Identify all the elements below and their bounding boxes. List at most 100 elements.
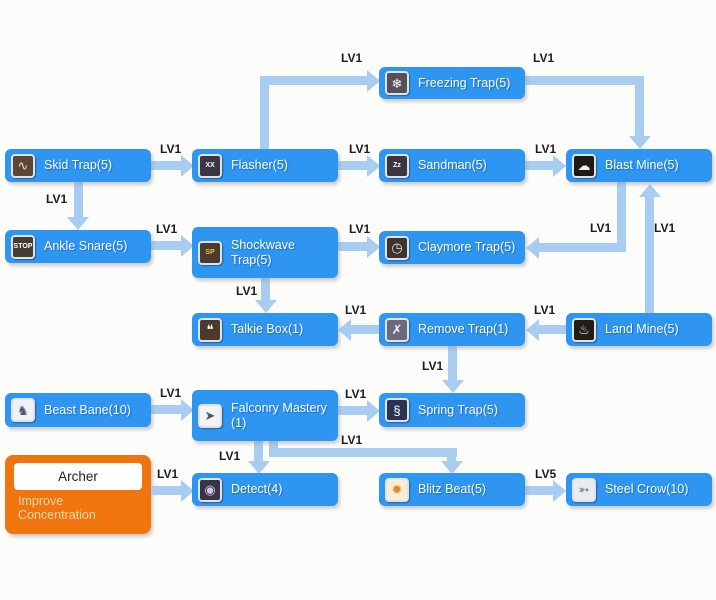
edge-archer-class-detect-level-label: LV1 — [157, 467, 179, 481]
skill-node-steel-crow[interactable]: ➳ Steel Crow(10) — [566, 473, 712, 506]
skill-node-label: Ankle Snare(5) — [44, 239, 128, 253]
improve-concentration-label: Improve Concentration — [18, 494, 96, 522]
skill-node-claymore-trap[interactable]: ◷ Claymore Trap(5) — [379, 231, 525, 264]
edge-land-mine-blast-mine-level-label: LV1 — [654, 221, 676, 235]
edge-remove-trap-spring-trap-arrowhead — [442, 380, 464, 393]
edge-falconry-mastery-spring-trap-level-label: LV1 — [345, 387, 367, 401]
skill-node-ankle-snare[interactable]: STOP Ankle Snare(5) — [5, 230, 151, 263]
edge-flasher-freezing-trap-level-label: LV1 — [341, 51, 363, 65]
edge-flasher-sandman-arrowhead — [367, 155, 380, 177]
skill-node-falconry-mastery[interactable]: ➤ Falconry Mastery (1) — [192, 390, 338, 441]
edge-skid-trap-ankle-snare-arrowhead — [67, 217, 89, 230]
edge-land-mine-remove-trap-arrowhead — [526, 319, 539, 341]
edge-beast-bane-falconry-mastery-segment — [151, 405, 182, 414]
skill-node-label: Falconry Mastery (1) — [231, 400, 327, 430]
edge-land-mine-blast-mine-segment — [645, 196, 654, 313]
edge-ankle-snare-shockwave-trap-arrowhead — [181, 235, 194, 257]
edge-archer-class-detect-arrowhead — [181, 480, 194, 502]
skill-node-spring-trap[interactable]: § Spring Trap(5) — [379, 393, 525, 427]
edge-remove-trap-talkie-box-segment — [350, 325, 380, 334]
edge-remove-trap-spring-trap-level-label: LV1 — [422, 359, 444, 373]
skill-node-label: Land Mine(5) — [605, 322, 679, 336]
skill-node-talkie-box[interactable]: ❝ Talkie Box(1) — [192, 313, 338, 346]
skill-node-blast-mine[interactable]: ☁ Blast Mine(5) — [566, 149, 712, 182]
skill-node-remove-trap[interactable]: ✗ Remove Trap(1) — [379, 313, 525, 346]
skill-node-land-mine[interactable]: ♨ Land Mine(5) — [566, 313, 712, 346]
edge-shockwave-trap-talkie-box-segment — [261, 278, 270, 301]
edge-freezing-trap-blast-mine-segment — [525, 76, 640, 85]
skill-node-beast-bane[interactable]: ♞ Beast Bane(10) — [5, 393, 151, 427]
edge-remove-trap-talkie-box-level-label: LV1 — [345, 303, 367, 317]
skill-node-label: Remove Trap(1) — [418, 322, 509, 336]
skill-node-label: Sandman(5) — [418, 158, 487, 172]
flasher-icon: XX — [198, 153, 222, 178]
edge-falconry-mastery-blitz-beat-segment — [269, 441, 278, 453]
blitz-beat-icon: ✹ — [385, 477, 409, 502]
skill-node-label: Flasher(5) — [231, 158, 288, 172]
sandman-icon: Zz — [385, 153, 409, 178]
edge-flasher-freezing-trap-segment — [260, 76, 368, 85]
freezing-trap-icon: ❄ — [385, 71, 409, 95]
blast-mine-icon: ☁ — [572, 153, 596, 178]
edge-blast-mine-claymore-trap-arrowhead — [526, 237, 539, 259]
edge-remove-trap-spring-trap-segment — [448, 346, 457, 381]
edge-falconry-mastery-detect-segment — [254, 441, 263, 462]
skill-node-flasher[interactable]: XX Flasher(5) — [192, 149, 338, 182]
edge-flasher-freezing-trap-segment — [260, 81, 269, 149]
edge-blitz-beat-steel-crow-segment — [525, 486, 554, 495]
skill-node-label: Shockwave Trap(5) — [231, 237, 295, 267]
class-node-archer[interactable]: Archer Improve Concentration — [5, 455, 151, 534]
edge-sandman-blast-mine-segment — [525, 161, 554, 170]
skill-node-label: Detect(4) — [231, 482, 283, 496]
edge-blast-mine-claymore-trap-segment — [538, 243, 626, 252]
edge-falconry-mastery-blitz-beat-arrowhead — [441, 461, 463, 474]
falconry-mastery-icon: ➤ — [198, 403, 222, 428]
edge-falconry-mastery-blitz-beat-segment — [447, 455, 456, 462]
skill-node-label: Freezing Trap(5) — [418, 75, 511, 90]
edge-falconry-mastery-detect-arrowhead — [248, 461, 270, 474]
edge-falconry-mastery-blitz-beat-level-label: LV1 — [341, 433, 363, 447]
edge-archer-class-detect-segment — [151, 486, 182, 495]
skill-node-freezing-trap[interactable]: ❄ Freezing Trap(5) — [379, 67, 525, 99]
skid-trap-icon: ∿ — [11, 153, 35, 178]
edge-skid-trap-ankle-snare-segment — [74, 182, 83, 218]
edge-blitz-beat-steel-crow-level-label: LV5 — [535, 467, 557, 481]
skill-node-label: Spring Trap(5) — [418, 402, 498, 417]
skill-node-skid-trap[interactable]: ∿ Skid Trap(5) — [5, 149, 151, 182]
edge-beast-bane-falconry-mastery-arrowhead — [181, 399, 194, 421]
edge-land-mine-blast-mine-arrowhead — [639, 184, 661, 197]
edge-skid-trap-flasher-level-label: LV1 — [160, 142, 182, 156]
skill-node-label: Beast Bane(10) — [44, 402, 131, 417]
edge-skid-trap-flasher-segment — [150, 161, 182, 170]
talkie-box-icon: ❝ — [198, 317, 222, 342]
edge-blitz-beat-steel-crow-arrowhead — [553, 480, 566, 502]
edge-freezing-trap-blast-mine-segment — [635, 76, 644, 138]
skill-node-label: Claymore Trap(5) — [418, 240, 516, 254]
skill-node-shockwave-trap[interactable]: SP Shockwave Trap(5) — [192, 227, 338, 278]
ankle-snare-icon: STOP — [11, 234, 35, 259]
shockwave-trap-icon: SP — [198, 240, 222, 265]
skill-node-label: Steel Crow(10) — [605, 482, 689, 496]
beast-bane-icon: ♞ — [11, 398, 35, 422]
skill-node-label: Talkie Box(1) — [231, 322, 304, 336]
edge-skid-trap-ankle-snare-level-label: LV1 — [46, 192, 68, 206]
edge-skid-trap-flasher-arrowhead — [181, 155, 194, 177]
steel-crow-icon: ➳ — [572, 477, 596, 502]
edge-sandman-blast-mine-level-label: LV1 — [535, 142, 557, 156]
edge-freezing-trap-blast-mine-arrowhead — [629, 136, 651, 149]
skill-node-blitz-beat[interactable]: ✹ Blitz Beat(5) — [379, 473, 525, 506]
edge-shockwave-trap-talkie-box-arrowhead — [255, 300, 277, 313]
remove-trap-icon: ✗ — [385, 317, 409, 342]
edge-flasher-sandman-level-label: LV1 — [349, 142, 371, 156]
claymore-trap-icon: ◷ — [385, 235, 409, 260]
edge-shockwave-trap-talkie-box-level-label: LV1 — [236, 284, 258, 298]
edge-falconry-mastery-spring-trap-arrowhead — [367, 400, 380, 422]
edge-ankle-snare-shockwave-trap-level-label: LV1 — [156, 222, 178, 236]
edge-falconry-mastery-spring-trap-segment — [338, 406, 368, 415]
skill-node-label: Skid Trap(5) — [44, 158, 113, 172]
skill-node-sandman[interactable]: Zz Sandman(5) — [379, 149, 525, 182]
skill-node-detect[interactable]: ◉ Detect(4) — [192, 473, 338, 506]
skill-node-label: Blast Mine(5) — [605, 158, 679, 172]
archer-class-title: Archer — [14, 463, 142, 490]
